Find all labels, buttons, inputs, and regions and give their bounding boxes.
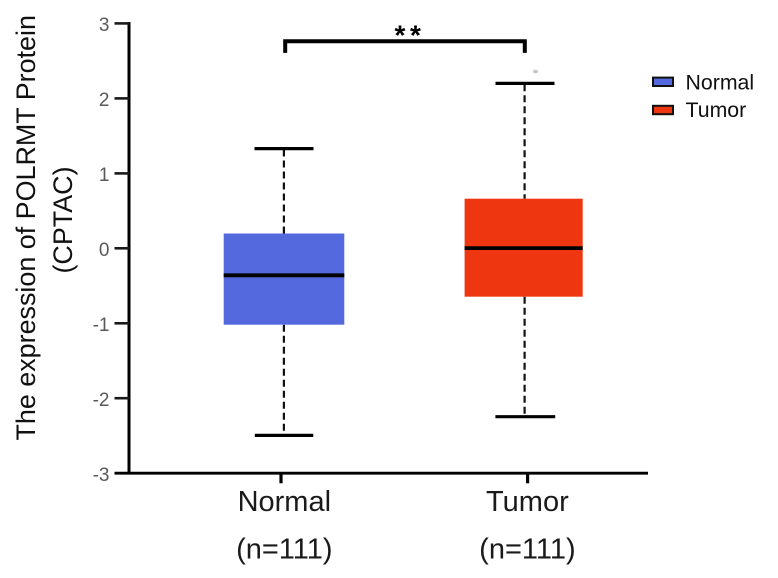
svg-text:Tumor: Tumor bbox=[686, 98, 747, 122]
svg-text:0: 0 bbox=[99, 240, 110, 261]
svg-text:(n=111): (n=111) bbox=[479, 534, 575, 566]
svg-text:*: * bbox=[410, 19, 421, 50]
svg-text:(CPTAC): (CPTAC) bbox=[48, 166, 78, 273]
svg-text:Normal: Normal bbox=[686, 70, 755, 94]
svg-text:The expression of POLRMT Prote: The expression of POLRMT Protein bbox=[11, 15, 41, 440]
svg-text:3: 3 bbox=[99, 15, 110, 36]
svg-text:1: 1 bbox=[99, 165, 110, 186]
svg-text:-2: -2 bbox=[93, 390, 110, 411]
svg-text:Tumor: Tumor bbox=[486, 486, 569, 518]
svg-text:*: * bbox=[394, 19, 405, 50]
svg-text:Normal: Normal bbox=[238, 486, 331, 518]
svg-text:-1: -1 bbox=[93, 315, 110, 336]
svg-text:2: 2 bbox=[99, 90, 110, 111]
svg-text:(n=111): (n=111) bbox=[236, 534, 332, 566]
svg-text:-3: -3 bbox=[93, 465, 110, 486]
